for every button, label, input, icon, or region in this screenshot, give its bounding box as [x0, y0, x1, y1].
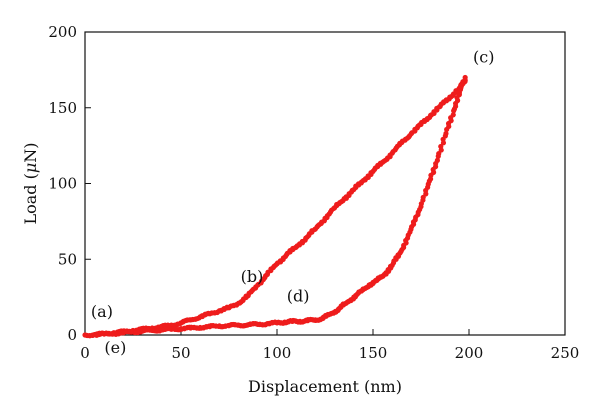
y-tick-label: 0 [67, 326, 77, 344]
chart-axes [84, 31, 566, 336]
data-point-unloading [444, 126, 450, 133]
annotations: (a) (b) (c) (d) (e) [91, 47, 495, 357]
annotation-label: (d) [287, 287, 310, 306]
x-tick-label: 0 [80, 344, 90, 362]
annotation-label: (e) [104, 338, 126, 357]
x-axis-label: Displacement (nm) [248, 377, 402, 396]
annotation-label: (b) [241, 267, 264, 286]
y-tick-label: 150 [48, 99, 77, 117]
plot-frame [84, 31, 566, 336]
y-axis-label: Load (μN) [21, 142, 40, 224]
y-axis-label-prefix: Load ( [21, 173, 40, 224]
data-point-unloading [440, 140, 447, 146]
x-tick-label: 100 [263, 344, 292, 362]
x-tick-label: 150 [359, 344, 388, 362]
y-tick-label: 200 [48, 23, 77, 41]
annotation-label: (c) [473, 47, 494, 66]
data-point-unloading [435, 153, 441, 159]
y-axis-label-mu: μ [21, 163, 40, 173]
x-tick-label: 50 [171, 344, 190, 362]
data-point-unloading [92, 331, 98, 338]
y-ticks: 0 50 100 150 200 [48, 23, 91, 344]
y-axis-label-suffix: N) [21, 142, 40, 162]
annotation-label: (a) [91, 302, 113, 321]
x-tick-label: 250 [551, 344, 580, 362]
x-ticks: 0 50 100 150 200 250 [80, 329, 579, 362]
x-tick-label: 200 [455, 344, 484, 362]
y-tick-label: 100 [48, 175, 77, 193]
data-points [82, 74, 468, 339]
y-tick-label: 50 [58, 250, 77, 268]
data-point-unloading [451, 108, 457, 114]
